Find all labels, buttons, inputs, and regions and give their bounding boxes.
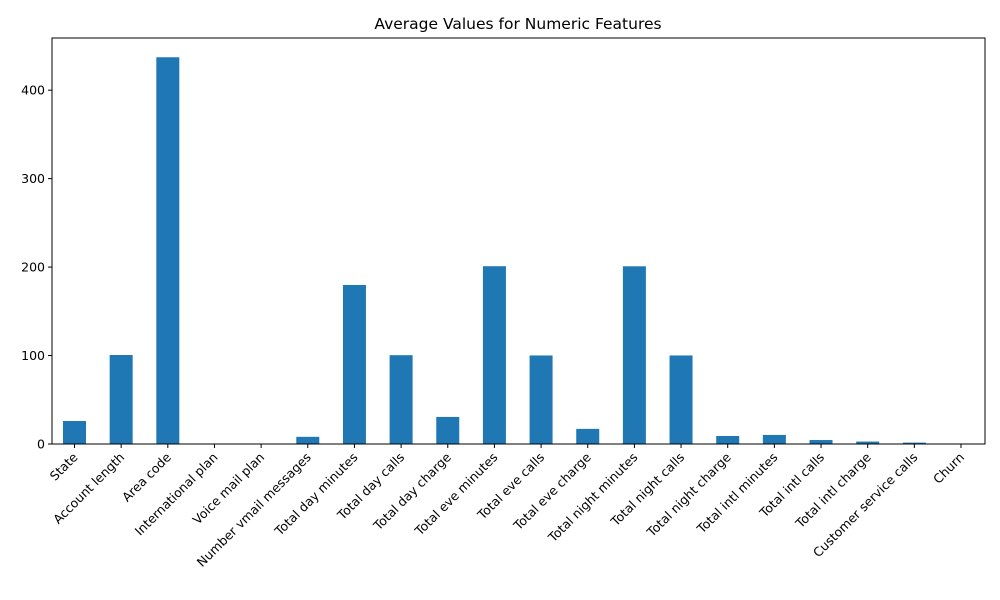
x-tick-label: Total eve charge <box>510 449 594 533</box>
chart-title: Average Values for Numeric Features <box>374 15 661 33</box>
bar-total-intl-minutes <box>762 434 786 444</box>
x-tick-label: International plan <box>132 450 221 539</box>
bar-total-eve-calls <box>529 355 553 444</box>
y-axis: 0 100 200 300 400 <box>21 83 52 452</box>
x-tick-label: Total night minutes <box>544 450 640 546</box>
x-tick-label: Total intl minutes <box>693 450 780 537</box>
y-tick-label: 0 <box>37 437 45 452</box>
bar-total-day-minutes <box>342 284 366 444</box>
x-tick-label: Total day charge <box>370 449 454 533</box>
x-tick-label: Total day minutes <box>271 450 361 540</box>
y-tick-label: 100 <box>21 348 45 363</box>
bar-total-intl-charge <box>856 441 880 444</box>
bar-account-length <box>109 355 133 444</box>
bar-total-day-charge <box>436 416 460 444</box>
bar-area-code <box>156 57 180 444</box>
bar-total-intl-calls <box>809 440 833 444</box>
bar-number-vmail-messages <box>296 436 320 444</box>
bar-total-day-calls <box>389 355 413 444</box>
x-tick-label: Total eve minutes <box>411 450 500 539</box>
bar-customer-service-calls <box>902 442 926 444</box>
bar-state <box>63 421 86 444</box>
plot-frame <box>51 37 986 445</box>
x-tick-label: Total night charge <box>643 449 734 540</box>
bar-total-night-minutes <box>622 266 646 444</box>
bar-total-eve-minutes <box>482 266 506 444</box>
y-tick-label: 200 <box>21 260 45 275</box>
y-tick-label: 400 <box>21 83 45 98</box>
bar-total-night-calls <box>669 355 693 444</box>
x-tick-label: Churn <box>930 450 967 487</box>
bar-total-eve-charge <box>576 428 600 444</box>
y-tick-label: 300 <box>21 171 45 186</box>
bar-total-night-charge <box>716 436 740 444</box>
bars-layer <box>63 57 973 444</box>
x-tick-label: State <box>47 449 81 483</box>
